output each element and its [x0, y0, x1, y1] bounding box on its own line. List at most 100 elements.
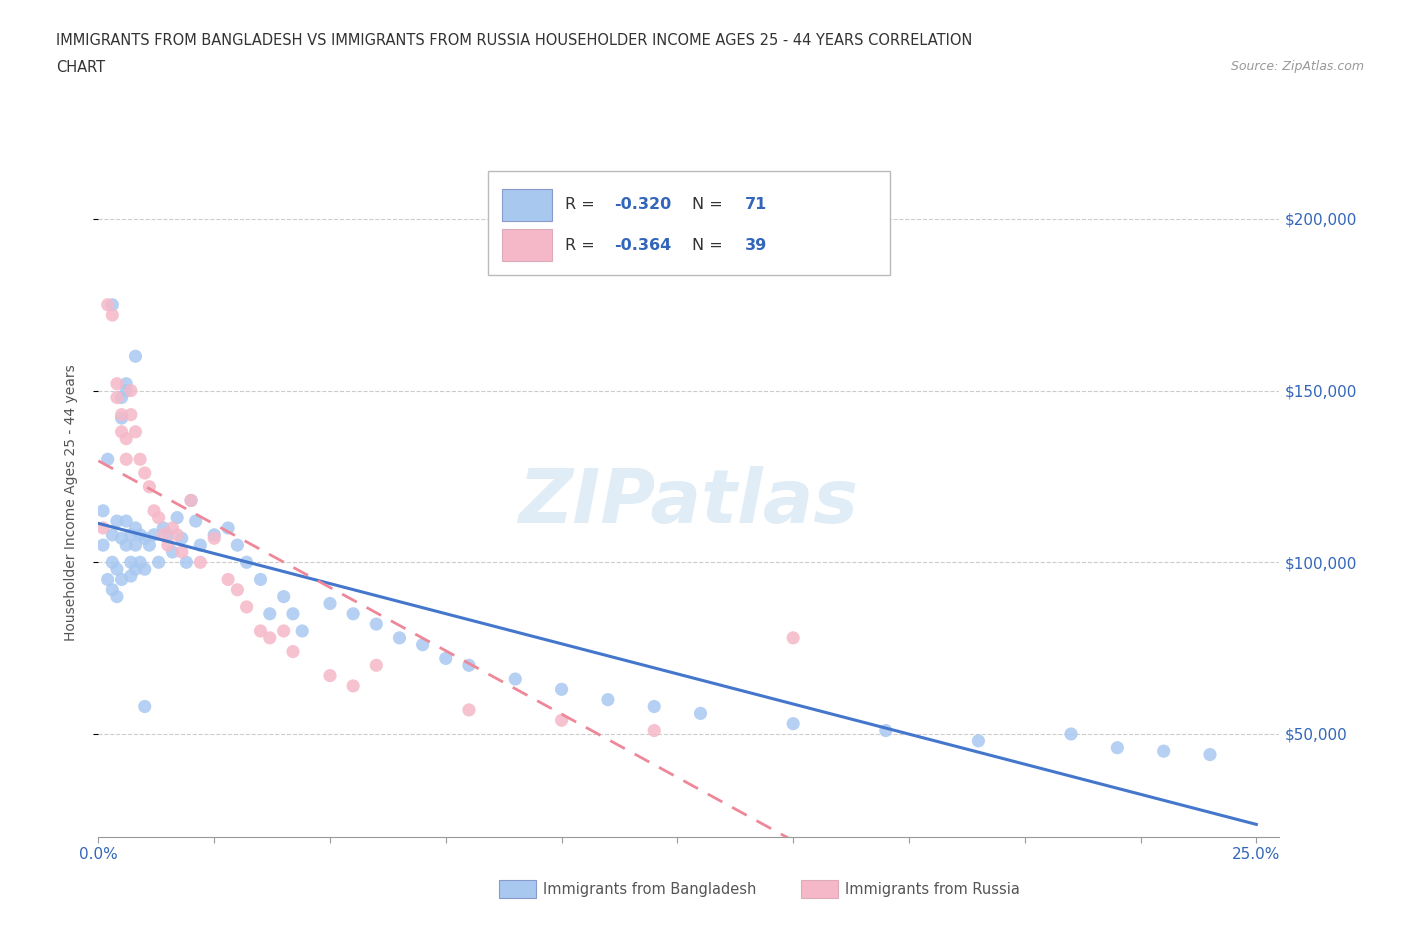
Point — [273, 623, 295, 638]
Point — [105, 513, 128, 528]
Point — [202, 531, 225, 546]
Point — [91, 538, 114, 552]
Point — [115, 538, 138, 552]
Point — [1060, 726, 1083, 741]
Point — [115, 383, 138, 398]
Point — [967, 734, 990, 749]
Point — [342, 679, 364, 694]
Text: Source: ZipAtlas.com: Source: ZipAtlas.com — [1230, 60, 1364, 73]
Point — [503, 671, 526, 686]
Point — [120, 407, 142, 422]
Point — [120, 568, 142, 583]
Point — [110, 411, 132, 426]
Point — [134, 699, 156, 714]
Point — [176, 555, 198, 570]
Point — [101, 555, 124, 570]
Text: R =: R = — [565, 237, 600, 253]
Point — [550, 682, 572, 697]
Point — [412, 637, 434, 652]
Point — [110, 531, 132, 546]
Point — [366, 658, 388, 672]
Text: Immigrants from Bangladesh: Immigrants from Bangladesh — [543, 882, 756, 897]
Point — [105, 590, 128, 604]
Point — [180, 493, 202, 508]
Point — [217, 521, 239, 536]
Point — [101, 308, 124, 323]
Point — [129, 555, 152, 570]
Point — [281, 606, 304, 621]
Point — [342, 606, 364, 621]
Text: R =: R = — [565, 197, 600, 212]
Point — [1199, 747, 1222, 762]
Point — [458, 658, 481, 672]
Point — [170, 531, 193, 546]
Point — [366, 617, 388, 631]
Point — [97, 298, 120, 312]
Point — [249, 572, 271, 587]
Point — [97, 572, 120, 587]
Point — [91, 503, 114, 518]
Point — [217, 572, 239, 587]
Point — [226, 538, 249, 552]
Point — [129, 452, 152, 467]
Point — [110, 407, 132, 422]
Point — [129, 527, 152, 542]
Text: N =: N = — [693, 237, 728, 253]
Point — [162, 545, 184, 560]
Point — [143, 503, 166, 518]
Point — [110, 390, 132, 405]
Point — [101, 527, 124, 542]
Point — [643, 724, 665, 738]
Text: IMMIGRANTS FROM BANGLADESH VS IMMIGRANTS FROM RUSSIA HOUSEHOLDER INCOME AGES 25 : IMMIGRANTS FROM BANGLADESH VS IMMIGRANTS… — [56, 33, 973, 47]
Point — [105, 562, 128, 577]
Point — [101, 298, 124, 312]
Point — [120, 383, 142, 398]
Text: 39: 39 — [744, 237, 766, 253]
Point — [110, 424, 132, 439]
Point — [291, 623, 314, 638]
Point — [226, 582, 249, 597]
Point — [184, 513, 207, 528]
Point — [124, 424, 146, 439]
FancyBboxPatch shape — [502, 229, 553, 261]
Point — [101, 582, 124, 597]
Point — [152, 521, 174, 536]
Point — [115, 432, 138, 446]
Point — [110, 572, 132, 587]
Point — [115, 513, 138, 528]
Text: CHART: CHART — [56, 60, 105, 75]
Text: Immigrants from Russia: Immigrants from Russia — [845, 882, 1019, 897]
Point — [458, 702, 481, 717]
Point — [259, 606, 281, 621]
Point — [134, 562, 156, 577]
Point — [180, 493, 202, 508]
Point — [235, 555, 257, 570]
Point — [1153, 744, 1175, 759]
Point — [148, 555, 170, 570]
Point — [259, 631, 281, 645]
Point — [319, 668, 342, 683]
Point — [188, 555, 211, 570]
Point — [124, 538, 146, 552]
Point — [124, 562, 146, 577]
Point — [138, 479, 160, 494]
Point — [124, 349, 146, 364]
Point — [388, 631, 411, 645]
Point — [115, 452, 138, 467]
Point — [152, 527, 174, 542]
Text: -0.364: -0.364 — [614, 237, 672, 253]
FancyBboxPatch shape — [502, 189, 553, 221]
Point — [596, 692, 619, 707]
FancyBboxPatch shape — [488, 171, 890, 274]
Text: -0.320: -0.320 — [614, 197, 672, 212]
Point — [115, 377, 138, 392]
Point — [281, 644, 304, 659]
Y-axis label: Householder Income Ages 25 - 44 years: Householder Income Ages 25 - 44 years — [63, 364, 77, 641]
Point — [162, 521, 184, 536]
Point — [166, 511, 188, 525]
Point — [249, 623, 271, 638]
Point — [782, 631, 804, 645]
Point — [434, 651, 457, 666]
Text: 71: 71 — [744, 197, 766, 212]
Point — [143, 527, 166, 542]
